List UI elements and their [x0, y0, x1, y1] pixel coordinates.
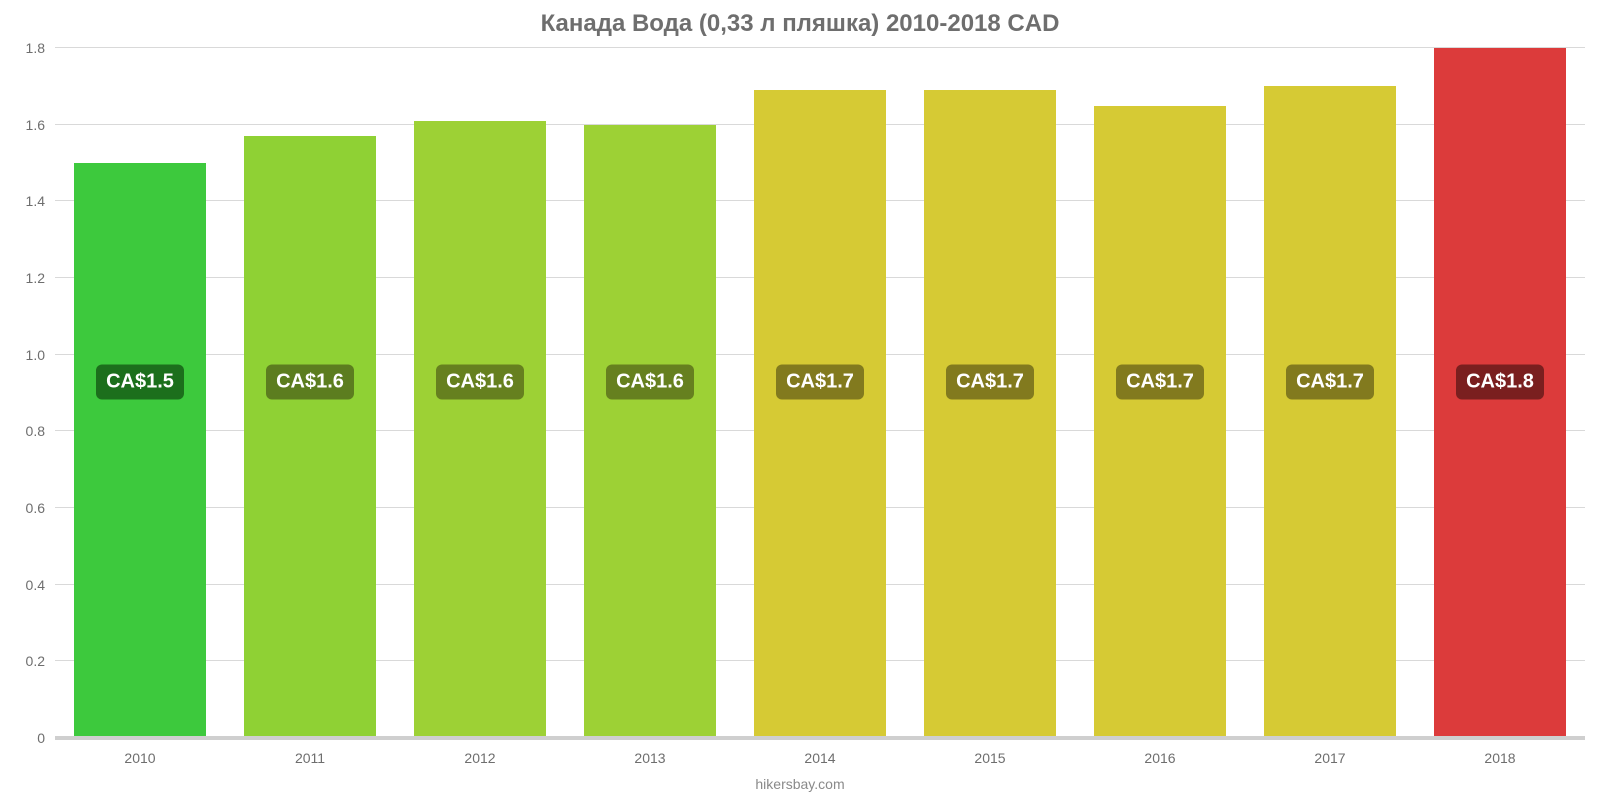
plot-area: 00.20.40.60.81.01.21.41.61.8 CA$1.52010C… — [55, 50, 1585, 740]
y-tick-label: 0.4 — [26, 577, 55, 593]
x-tick-label: 2017 — [1314, 738, 1345, 766]
x-tick-label: 2010 — [124, 738, 155, 766]
bar-value-label: CA$1.8 — [1456, 364, 1544, 399]
y-tick-label: 1.2 — [26, 270, 55, 286]
bar-value-label-wrap: CA$1.7 — [905, 347, 1075, 382]
bar-slot: CA$1.72015 — [905, 50, 1075, 738]
bar-value-label: CA$1.7 — [776, 364, 864, 399]
y-tick-label: 1.4 — [26, 193, 55, 209]
bars-layer: CA$1.52010CA$1.62011CA$1.62012CA$1.62013… — [55, 50, 1585, 738]
y-tick-label: 0.6 — [26, 500, 55, 516]
bar — [924, 90, 1057, 738]
bar-slot: CA$1.72017 — [1245, 50, 1415, 738]
bar-value-label-wrap: CA$1.6 — [395, 347, 565, 382]
bar-slot: CA$1.72014 — [735, 50, 905, 738]
x-tick-label: 2014 — [804, 738, 835, 766]
bar-slot: CA$1.62013 — [565, 50, 735, 738]
bar — [414, 121, 547, 738]
bar-value-label-wrap: CA$1.7 — [735, 347, 905, 382]
bar-value-label: CA$1.7 — [946, 364, 1034, 399]
bar-slot: CA$1.62012 — [395, 50, 565, 738]
gridline — [55, 47, 1585, 48]
chart-title: Канада Вода (0,33 л пляшка) 2010-2018 CA… — [0, 10, 1600, 38]
bar-value-label-wrap: CA$1.6 — [225, 347, 395, 382]
x-tick-label: 2015 — [974, 738, 1005, 766]
bar — [1264, 86, 1397, 738]
bar-slot: CA$1.82018 — [1415, 50, 1585, 738]
y-tick-label: 0 — [37, 730, 55, 746]
bar-value-label: CA$1.7 — [1286, 364, 1374, 399]
y-tick-label: 0.8 — [26, 423, 55, 439]
price-chart: Канада Вода (0,33 л пляшка) 2010-2018 CA… — [0, 0, 1600, 800]
bar — [584, 125, 717, 738]
bar-slot: CA$1.62011 — [225, 50, 395, 738]
x-axis-baseline — [55, 736, 1585, 738]
x-tick-label: 2018 — [1484, 738, 1515, 766]
bar-value-label: CA$1.5 — [96, 364, 184, 399]
bar-value-label-wrap: CA$1.8 — [1415, 347, 1585, 382]
bar — [74, 163, 207, 738]
bar-value-label: CA$1.6 — [606, 364, 694, 399]
bar — [244, 136, 377, 738]
bar-value-label-wrap: CA$1.5 — [55, 347, 225, 382]
bar-value-label-wrap: CA$1.7 — [1245, 347, 1415, 382]
y-tick-label: 1.8 — [26, 40, 55, 56]
bar — [754, 90, 887, 738]
bar-value-label: CA$1.7 — [1116, 364, 1204, 399]
x-tick-label: 2012 — [464, 738, 495, 766]
bar — [1094, 106, 1227, 739]
attribution-text: hikersbay.com — [0, 776, 1600, 792]
y-tick-label: 1.6 — [26, 117, 55, 133]
y-tick-label: 0.2 — [26, 653, 55, 669]
bar-value-label: CA$1.6 — [436, 364, 524, 399]
bar-value-label: CA$1.6 — [266, 364, 354, 399]
bar-slot: CA$1.72016 — [1075, 50, 1245, 738]
y-tick-label: 1.0 — [26, 347, 55, 363]
bar-value-label-wrap: CA$1.7 — [1075, 347, 1245, 382]
bar-slot: CA$1.52010 — [55, 50, 225, 738]
x-tick-label: 2016 — [1144, 738, 1175, 766]
x-tick-label: 2011 — [295, 738, 325, 766]
x-tick-label: 2013 — [634, 738, 665, 766]
bar-value-label-wrap: CA$1.6 — [565, 347, 735, 382]
